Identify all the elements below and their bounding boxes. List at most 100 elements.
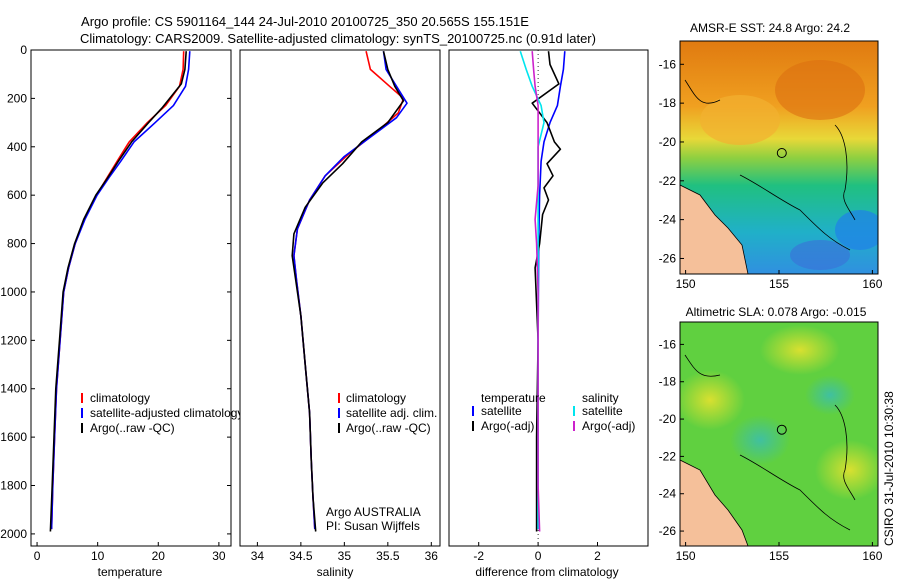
sst-warm-patch xyxy=(775,60,865,120)
lat-tick-label: -20 xyxy=(659,135,677,149)
difference-legend: temperature satellite Argo(-adj) salinit… xyxy=(472,391,635,433)
x-tick-label: 35 xyxy=(338,549,352,563)
temperature-legend: climatology satellite-adjusted climatolo… xyxy=(81,391,243,435)
legend-label-argo: Argo(..raw -QC) xyxy=(90,421,175,435)
sst-cool-patch xyxy=(835,210,878,250)
difference-x-axis: -2 0 2 xyxy=(473,542,601,563)
sla-map-title: Altimetric SLA: 0.078 Argo: -0.015 xyxy=(686,305,867,319)
y-tick-label: 1000 xyxy=(0,285,27,299)
lon-tick-label: 150 xyxy=(676,549,696,563)
x-tick-label: 34.5 xyxy=(289,549,313,563)
y-tick-label: 1600 xyxy=(0,430,27,444)
sla-low-patch xyxy=(730,415,790,465)
lat-tick-label: -26 xyxy=(659,524,677,538)
x-tick-label: 0 xyxy=(535,549,542,563)
lon-tick-label: 155 xyxy=(769,549,789,563)
difference-lines xyxy=(519,50,566,532)
sla-high-patch xyxy=(680,370,745,430)
lat-tick-label: -26 xyxy=(659,251,677,265)
australia-coast-land xyxy=(680,184,749,274)
salinity-x-axis: 34 34.5 35 35.5 36 xyxy=(251,542,439,563)
argo-program-annotation: Argo AUSTRALIA xyxy=(326,505,421,519)
bathymetry-contours xyxy=(684,354,856,531)
x-tick-label: 34 xyxy=(251,549,265,563)
lat-tick-label: -24 xyxy=(659,213,677,227)
argo-float-marker xyxy=(776,424,787,435)
x-tick-label: 35.5 xyxy=(376,549,400,563)
salinity-panel: 34 34.5 35 35.5 36 salinity climatology sate… xyxy=(239,49,441,579)
temperature-x-axis: 0 10 20 30 xyxy=(34,542,226,563)
sst-map-lon-axis: 150 155 160 xyxy=(676,270,883,291)
y-tick-label: 600 xyxy=(7,188,27,202)
credit-timestamp: CSIRO 31-Jul-2010 10:30:38 xyxy=(882,391,896,546)
sla-map-lon-axis: 150 155 160 xyxy=(676,542,883,563)
lat-tick-label: -22 xyxy=(659,174,677,188)
lat-tick-label: -22 xyxy=(659,449,677,463)
salinity-legend: climatology satellite adj. clim. Argo(..… xyxy=(338,391,437,435)
legend-label-climatology: climatology xyxy=(90,391,150,405)
difference-xlabel: difference from climatology xyxy=(475,565,618,579)
salinity-lines xyxy=(291,51,408,532)
sla-map-lat-axis: -16 -18 -20 -22 -24 -26 xyxy=(659,337,684,538)
x-tick-label: 36 xyxy=(425,549,439,563)
difference-axes-frame xyxy=(448,49,649,547)
salinity-xlabel: salinity xyxy=(317,565,354,579)
pi-annotation: PI: Susan Wijffels xyxy=(326,519,420,533)
australia-coast-land xyxy=(680,459,749,546)
series-line-temperature-argo-adj- xyxy=(531,51,562,532)
sst-map-title: AMSR-E SST: 24.8 Argo: 24.2 xyxy=(690,21,850,35)
sst-map-lat-axis: -16 -18 -20 -22 -24 -26 xyxy=(659,57,684,265)
series-line-salinity-argo-adj- xyxy=(531,51,541,532)
x-tick-label: 0 xyxy=(34,549,41,563)
legend-label-temp-satellite: satellite xyxy=(481,404,522,418)
sst-cool-patch xyxy=(790,240,850,270)
x-tick-label: 2 xyxy=(594,549,601,563)
argo-float-marker xyxy=(776,148,787,158)
legend-label-argo: Argo(..raw -QC) xyxy=(346,421,431,435)
legend-label-satellite: satellite-adjusted climatology xyxy=(90,406,243,420)
x-tick-label: 10 xyxy=(91,549,105,563)
lat-tick-label: -16 xyxy=(659,57,677,71)
y-tick-label: 2000 xyxy=(0,527,27,541)
bathymetry-contours xyxy=(684,79,856,251)
x-tick-label: 20 xyxy=(152,549,166,563)
y-tick-label: 1800 xyxy=(0,479,27,493)
sla-high-patch xyxy=(760,325,840,375)
header-title: Argo profile: CS 5901164_144 24-Jul-2010… xyxy=(81,14,529,29)
legend-label-temp-argo: Argo(-adj) xyxy=(481,419,534,433)
lon-tick-label: 150 xyxy=(676,277,696,291)
series-line-argo-raw-qc- xyxy=(49,51,187,532)
series-line-argo-raw-qc- xyxy=(291,51,405,532)
lat-tick-label: -18 xyxy=(659,375,677,389)
sla-map-panel: Altimetric SLA: 0.078 Argo: -0.015 150 15… xyxy=(659,305,883,563)
temperature-lines xyxy=(49,51,191,532)
x-tick-label: -2 xyxy=(473,549,484,563)
legend-label-climatology: climatology xyxy=(346,391,406,405)
lon-tick-label: 160 xyxy=(862,549,882,563)
difference-panel: -2 0 2 difference from climatology tempera… xyxy=(448,49,649,579)
sst-warm-patch xyxy=(700,95,780,145)
lat-tick-label: -24 xyxy=(659,487,677,501)
y-tick-label: 200 xyxy=(7,91,27,105)
temperature-xlabel: temperature xyxy=(98,565,163,579)
y-tick-label: 0 xyxy=(20,43,27,57)
legend-label-sal-argo: Argo(-adj) xyxy=(582,419,635,433)
legend-header-temperature: temperature xyxy=(481,391,546,405)
lon-tick-label: 160 xyxy=(862,277,882,291)
x-tick-label: 30 xyxy=(212,549,226,563)
legend-label-satellite: satellite adj. clim. xyxy=(346,406,437,420)
y-tick-label: 400 xyxy=(7,140,27,154)
lat-tick-label: -18 xyxy=(659,96,677,110)
y-tick-label: 1200 xyxy=(0,333,27,347)
sla-low-patch xyxy=(805,375,855,415)
legend-label-sal-satellite: satellite xyxy=(582,404,623,418)
lat-tick-label: -20 xyxy=(659,412,677,426)
temperature-axes-frame xyxy=(30,49,232,547)
y-tick-label: 1400 xyxy=(0,382,27,396)
sla-high-patch xyxy=(815,440,878,500)
lat-tick-label: -16 xyxy=(659,337,677,351)
y-tick-label: 800 xyxy=(7,237,27,251)
header-subtitle: Climatology: CARS2009. Satellite-adjuste… xyxy=(80,31,596,46)
